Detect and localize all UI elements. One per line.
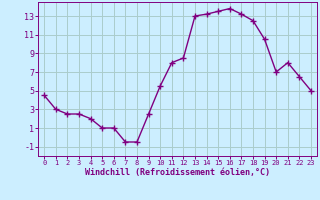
X-axis label: Windchill (Refroidissement éolien,°C): Windchill (Refroidissement éolien,°C) bbox=[85, 168, 270, 177]
